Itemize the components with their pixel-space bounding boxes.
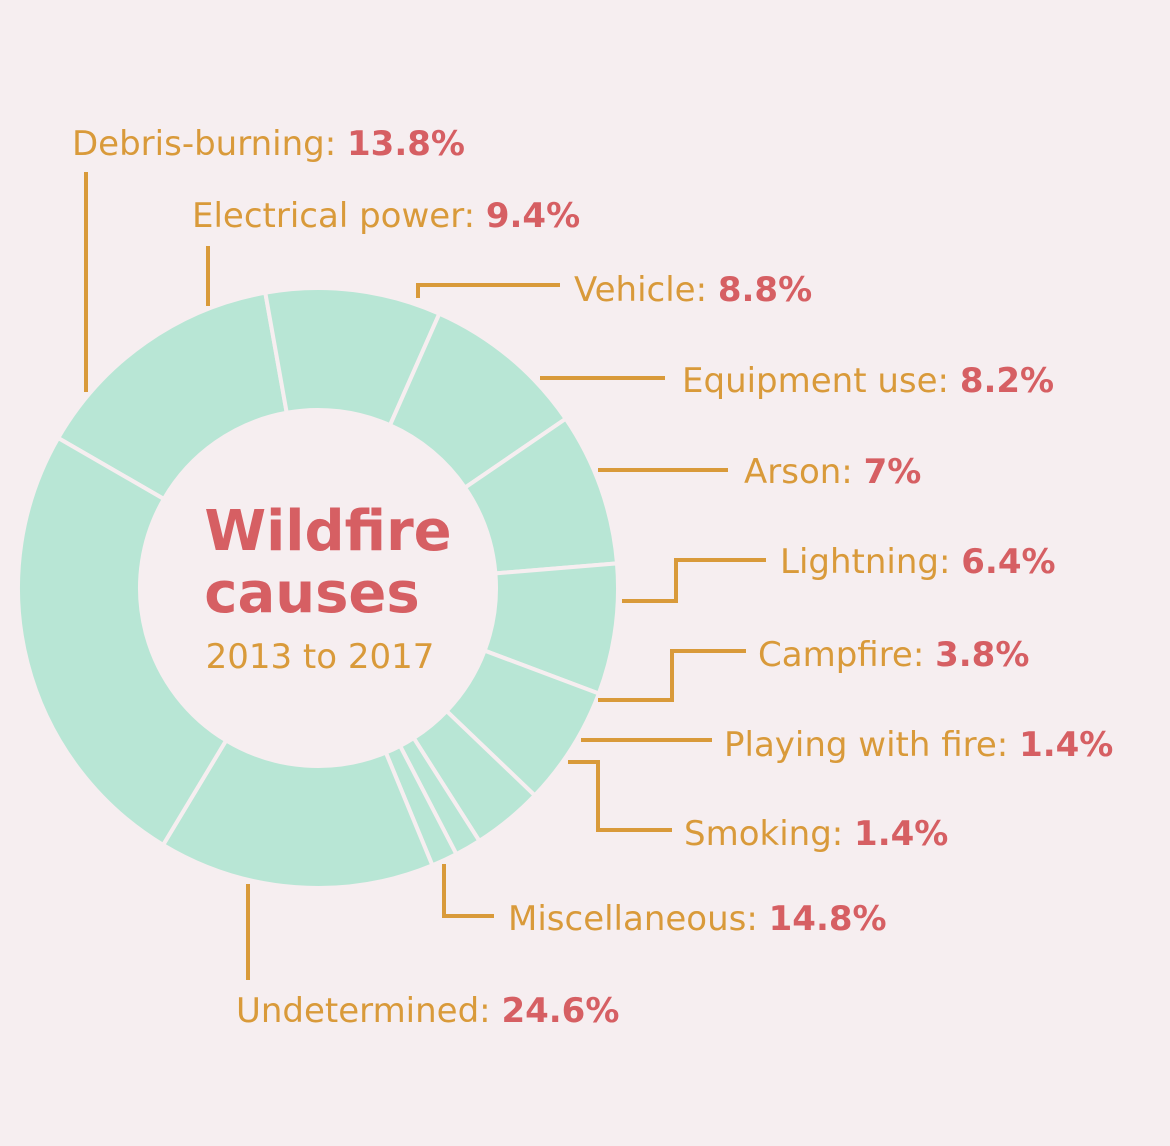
slice-label-value: 7% <box>864 452 922 492</box>
chart-title-line1: Wildfire <box>204 499 451 564</box>
slice-label: Playing with fire: 1.4% <box>724 725 1113 765</box>
leader-lines-group <box>84 172 766 980</box>
slice-label: Electrical power: 9.4% <box>192 196 580 236</box>
slice-label-value: 9.4% <box>486 196 580 236</box>
slice-label: Miscellaneous: 14.8% <box>508 899 887 939</box>
slice-label-value: 24.6% <box>501 991 619 1031</box>
slice-label-name: Smoking: <box>684 814 854 854</box>
slice-label-value: 8.8% <box>718 270 812 310</box>
slice-label-value: 3.8% <box>935 635 1029 675</box>
slice-label: Arson: 7% <box>744 452 921 492</box>
labels-group: Debris-burning: 13.8% Electrical power: 9… <box>72 124 1113 1031</box>
slice-label: Equipment use: 8.2% <box>682 361 1054 401</box>
slice-label-name: Vehicle: <box>574 270 718 310</box>
slice-label-value: 8.2% <box>960 361 1054 401</box>
slice-label-name: Miscellaneous: <box>508 899 769 939</box>
leader-line-8 <box>568 760 672 832</box>
leader-line-9 <box>442 864 494 918</box>
slice-undetermined <box>16 435 229 848</box>
slice-label-name: Campfire: <box>758 635 935 675</box>
slice-label-value: 1.4% <box>854 814 948 854</box>
chart-title-line2: causes <box>204 561 420 626</box>
leader-line-5 <box>622 558 766 603</box>
slice-label: Campfire: 3.8% <box>758 635 1029 675</box>
slice-label: Lightning: 6.4% <box>780 542 1056 582</box>
chart-subtitle: 2013 to 2017 <box>206 637 435 677</box>
slice-label-value: 14.8% <box>769 899 887 939</box>
leader-line-6 <box>598 649 746 702</box>
center-title: Wildfire causes 2013 to 2017 <box>204 499 451 677</box>
slice-label: Undetermined: 24.6% <box>236 991 619 1031</box>
slice-debris-burning <box>55 290 290 502</box>
slice-label-name: Arson: <box>744 452 864 492</box>
slice-label: Vehicle: 8.8% <box>574 270 812 310</box>
slice-miscellaneous <box>160 737 435 890</box>
slice-label-name: Undetermined: <box>236 991 501 1031</box>
slice-label-value: 13.8% <box>347 124 465 164</box>
leader-line-2 <box>416 283 560 298</box>
slices-group <box>16 286 620 890</box>
slice-label-value: 6.4% <box>961 542 1055 582</box>
slice-label: Debris-burning: 13.8% <box>72 124 465 164</box>
slice-label-name: Debris-burning: <box>72 124 347 164</box>
slice-label: Smoking: 1.4% <box>684 814 948 854</box>
slice-label-value: 1.4% <box>1019 725 1113 765</box>
slice-label-name: Equipment use: <box>682 361 960 401</box>
slice-label-name: Lightning: <box>780 542 961 582</box>
slice-label-name: Electrical power: <box>192 196 486 236</box>
slice-label-name: Playing with fire: <box>724 725 1019 765</box>
